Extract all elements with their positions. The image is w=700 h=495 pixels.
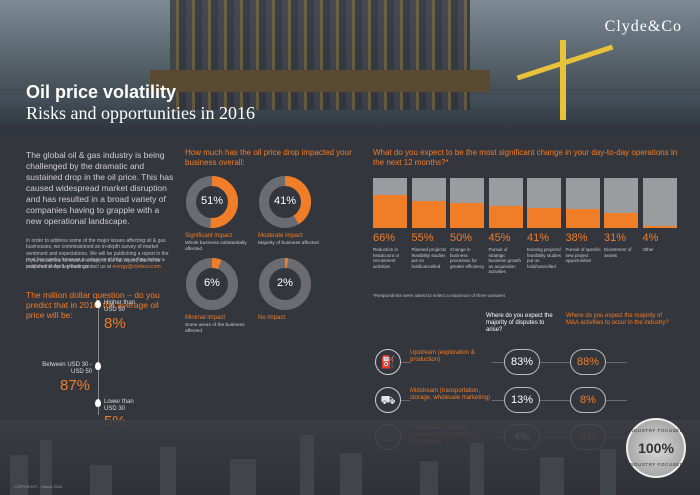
price-point-label: Higher than USD 50: [104, 300, 136, 313]
change-value: 55%: [411, 232, 434, 244]
change-value: 66%: [373, 232, 396, 244]
price-point-label: Lower than USD 30: [104, 399, 134, 412]
change-bar-fill: [488, 205, 523, 228]
donut-segment: [186, 258, 238, 310]
rig-deck-graphic: [150, 70, 490, 92]
price-axis-line: [98, 305, 99, 415]
disputes-value: 83%: [504, 349, 540, 375]
change-value: 31%: [604, 232, 627, 244]
changes-footnote: *Respondents were asked to select a maxi…: [373, 293, 506, 298]
change-label: Change in business processes for greater…: [450, 247, 485, 269]
badge-bottom-text: INDUSTRY FOCUSED: [628, 462, 684, 467]
oil-rig-graphic: [170, 0, 470, 110]
oil-drop-icon: [95, 362, 101, 370]
oil-drop-icon: [95, 399, 101, 407]
oil-well-icon: ⛽: [375, 349, 401, 375]
intro-small-text: In order to address some of the major is…: [26, 238, 169, 270]
page-subtitle: Risks and opportunities in 2016: [26, 103, 255, 123]
donut-segment: [186, 176, 238, 228]
crane-mast-graphic: [560, 40, 566, 120]
change-value: 38%: [565, 232, 588, 244]
change-value: 45%: [488, 232, 511, 244]
change-bar-fill: [642, 226, 677, 228]
industry-focused-badge: INDUSTRY FOCUSED 100% INDUSTRY FOCUSED: [626, 418, 686, 478]
impact-heading: How much has the oil price drop impacted…: [185, 148, 352, 167]
change-label: Pursuit of strategic business growth as …: [488, 247, 522, 275]
donut-label: Significant impact: [185, 233, 233, 239]
change-bar-fill: [604, 212, 638, 228]
change-bar: [411, 178, 446, 228]
price-point-value: 8%: [104, 315, 126, 332]
change-label: Other: [642, 247, 654, 252]
badge-top-text: INDUSTRY FOCUSED: [628, 428, 684, 433]
change-bar-fill: [450, 203, 484, 228]
donut-segment: [259, 176, 311, 228]
sector-label: Midstream (transportation, storage, whol…: [410, 388, 492, 402]
change-value: 41%: [527, 232, 550, 244]
ma-value: 88%: [570, 349, 606, 375]
change-bar: [565, 178, 600, 228]
oil-drop-icon: [95, 300, 101, 308]
donut-value: 41%: [273, 195, 297, 207]
city-skyline-graphic: [0, 420, 700, 495]
change-label: Planned projects/ feasibility studies pu…: [411, 247, 447, 269]
page-title: Oil price volatility: [26, 82, 177, 102]
tanker-truck-icon: ⛟: [375, 387, 401, 413]
donut-label: Moderate impact: [258, 233, 303, 239]
change-bar-fill: [565, 209, 600, 228]
donut-label: Minimal impact: [185, 315, 226, 321]
change-bar-fill: [373, 195, 407, 228]
report-contact-sentence: If you would like to receive a copy of t…: [26, 258, 161, 271]
price-point-value: 87%: [60, 377, 91, 394]
impact-donut: [259, 258, 311, 310]
row-divider: [375, 400, 627, 401]
change-value: 50%: [450, 232, 473, 244]
changes-heading: What do you expect to be the most signif…: [373, 148, 678, 167]
change-label: Existing projects/ feasibility studies p…: [527, 247, 562, 269]
change-value: 4%: [642, 232, 659, 244]
impact-donut: [186, 258, 238, 310]
change-bar: [642, 178, 677, 228]
change-bar-fill: [527, 207, 561, 228]
ma-column-heading: Where do you expect the majority of M&A …: [566, 313, 669, 326]
clyde-co-logo[interactable]: Clyde&Co: [604, 18, 682, 35]
change-bar-fill: [411, 200, 446, 228]
donut-sublabel: Majority of business affected: [258, 241, 319, 246]
disputes-column-heading: Where do you expect the majority of disp…: [486, 313, 553, 333]
donut-segment: [259, 258, 311, 310]
change-label: Divestment of assets: [604, 247, 632, 258]
badge-center-text: 100%: [638, 440, 674, 456]
row-divider: [375, 362, 627, 363]
change-bar: [373, 178, 407, 228]
change-label: Reduction in headcount or recruitment ac…: [373, 247, 400, 269]
donut-value: 2%: [277, 277, 293, 289]
intro-paragraph: The global oil & gas industry is being c…: [26, 150, 174, 226]
email-link[interactable]: energy@clydeco.com: [112, 264, 161, 271]
change-bar: [604, 178, 638, 228]
change-bar: [488, 178, 523, 228]
ma-value: 8%: [570, 387, 606, 413]
disputes-value: 13%: [504, 387, 540, 413]
copyright-text: COPYRIGHT - March 2016: [14, 484, 63, 489]
donut-value: 51%: [200, 195, 224, 207]
donut-sublabel: Whole business substantially affected: [185, 241, 247, 252]
change-bar: [527, 178, 561, 228]
report-contact-text: If you would like to receive a copy of t…: [26, 258, 176, 271]
donut-label: No impact: [258, 315, 286, 321]
change-label: Pursuit of specific new project opportun…: [565, 247, 601, 264]
price-point-label: Between USD 30 - USD 50: [42, 362, 92, 375]
impact-donut: [259, 176, 311, 228]
change-bar: [450, 178, 484, 228]
donut-sublabel: Some areas of the business affected: [185, 323, 245, 334]
donut-value: 6%: [204, 277, 220, 289]
sector-label: Upstream (exploration & production): [410, 350, 492, 364]
million-question-heading: The million dollar question – do you pre…: [26, 290, 160, 320]
hero-image: [0, 0, 700, 135]
impact-donut: [186, 176, 238, 228]
